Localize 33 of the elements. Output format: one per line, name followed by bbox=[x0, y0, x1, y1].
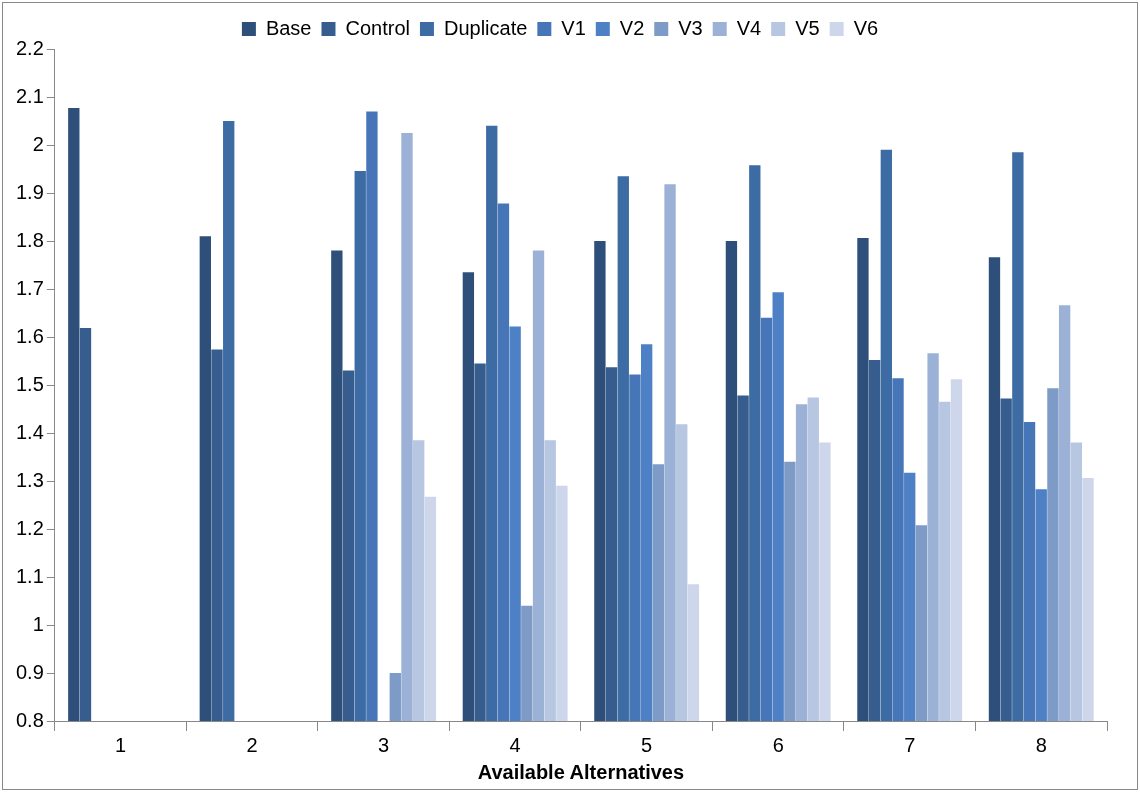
x-tick-label: 6 bbox=[772, 733, 784, 756]
y-tick-label: 2.1 bbox=[15, 84, 44, 107]
y-tick-label: 0.8 bbox=[15, 708, 44, 731]
x-tick-label: 4 bbox=[509, 733, 521, 756]
y-tick-label: 1.5 bbox=[15, 372, 44, 395]
legend-label: Control bbox=[345, 16, 410, 39]
x-tick-label: 8 bbox=[1035, 733, 1047, 756]
y-tick-label: 1 bbox=[32, 612, 44, 635]
x-tick-label: 5 bbox=[641, 733, 653, 756]
legend-label: V5 bbox=[795, 16, 820, 39]
y-tick-label: 1.7 bbox=[15, 276, 44, 299]
legend-label: V6 bbox=[853, 16, 879, 39]
y-tick-label: 2 bbox=[32, 132, 44, 155]
x-tick-label: 1 bbox=[115, 733, 127, 756]
y-tick-label: 1.1 bbox=[15, 564, 44, 587]
y-tick-label: 0.9 bbox=[15, 660, 44, 683]
legend-label: V2 bbox=[619, 16, 645, 39]
y-tick-label: 1.8 bbox=[15, 228, 44, 251]
y-tick-label: 1.2 bbox=[15, 516, 44, 539]
x-tick-label: 3 bbox=[378, 733, 390, 756]
y-tick-label: 1.3 bbox=[15, 468, 44, 491]
x-tick-label: 7 bbox=[904, 733, 916, 756]
legend-label: Duplicate bbox=[443, 16, 528, 39]
legend-label: Base bbox=[265, 16, 312, 39]
y-tick-label: 1.4 bbox=[15, 420, 44, 443]
legend-label: V3 bbox=[678, 16, 703, 39]
y-tick-label: 1.9 bbox=[15, 180, 44, 203]
legend-label: V1 bbox=[561, 16, 586, 39]
legend-label: V4 bbox=[736, 16, 762, 39]
x-tick-label: 2 bbox=[246, 733, 258, 756]
x-axis-title: Available Alternatives bbox=[477, 760, 685, 783]
y-tick-label: 2.2 bbox=[15, 36, 44, 59]
y-tick-label: 1.6 bbox=[15, 324, 44, 347]
